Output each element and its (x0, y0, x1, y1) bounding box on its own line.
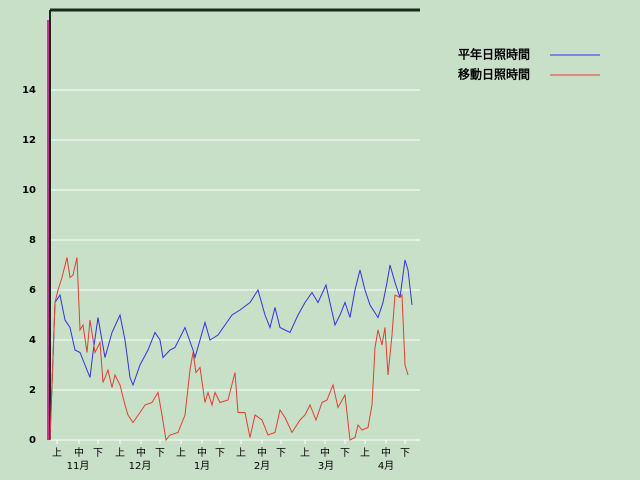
month-label: 4月 (378, 460, 394, 472)
x-tick-label: 中 (257, 446, 267, 459)
y-tick-label: 14 (22, 85, 36, 96)
x-tick-label: 中 (197, 446, 207, 459)
x-tick-label: 上 (176, 447, 186, 459)
month-label: 2月 (254, 460, 270, 472)
y-tick-label: 2 (29, 385, 36, 396)
x-tick-label: 下 (276, 448, 286, 459)
x-tick-label: 下 (215, 448, 225, 459)
series-line (49, 257, 409, 442)
x-tick-label: 上 (300, 447, 310, 459)
x-tick-label: 中 (74, 446, 84, 459)
x-tick-label: 下 (155, 448, 165, 459)
y-tick-label: 8 (29, 235, 36, 246)
month-label: 11月 (67, 460, 90, 472)
x-tick-label: 上 (52, 447, 62, 459)
x-tick-label: 下 (93, 448, 103, 459)
legend-label: 平年日照時間 (458, 47, 530, 62)
x-tick-label: 中 (320, 446, 330, 459)
x-tick-label: 下 (400, 448, 410, 459)
month-label: 12月 (129, 460, 152, 472)
month-label: 1月 (194, 460, 210, 472)
legend-label: 移動日照時間 (458, 67, 530, 82)
month-label: 3月 (318, 460, 334, 472)
series-line (49, 259, 413, 441)
y-tick-label: 6 (29, 285, 36, 296)
x-tick-label: 上 (115, 447, 125, 459)
y-tick-label: 0 (29, 435, 36, 446)
x-tick-label: 中 (381, 446, 391, 459)
x-tick-label: 下 (340, 448, 350, 459)
x-tick-label: 中 (136, 446, 146, 459)
x-tick-label: 上 (236, 447, 246, 459)
y-tick-label: 12 (22, 135, 36, 146)
x-tick-label: 上 (360, 447, 370, 459)
plot (49, 257, 413, 442)
y-tick-label: 10 (22, 185, 36, 196)
y-tick-label: 4 (29, 335, 36, 346)
